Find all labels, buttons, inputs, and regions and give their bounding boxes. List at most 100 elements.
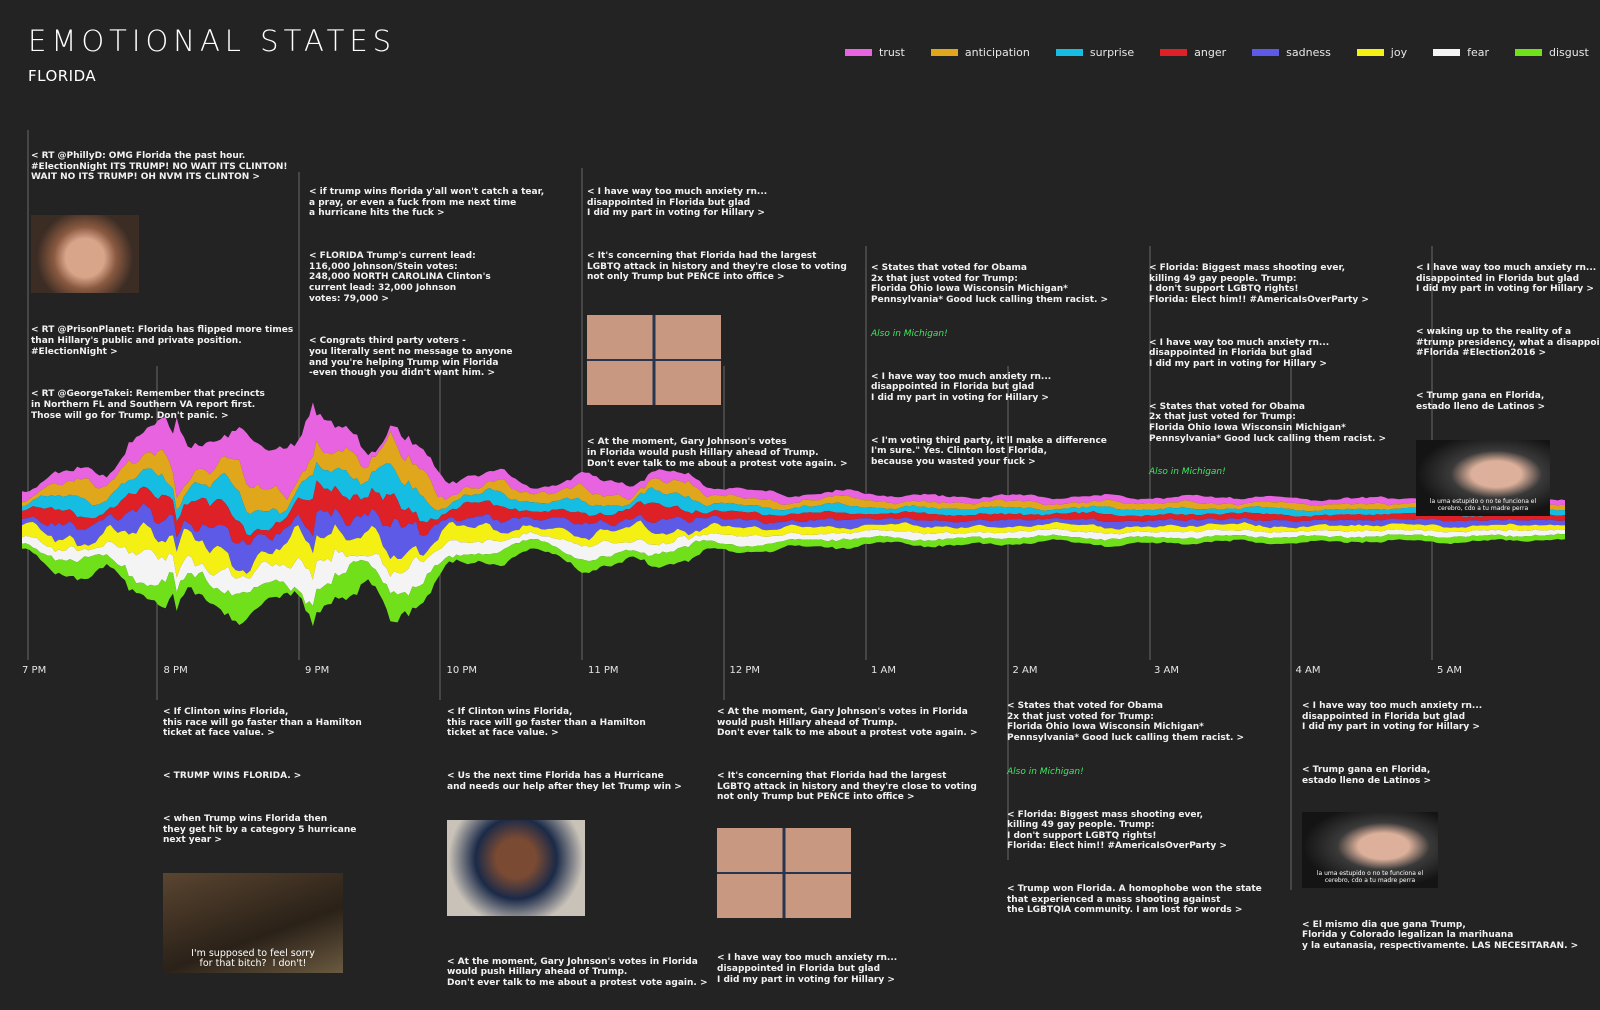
- tweet[interactable]: < At the moment, Gary Johnson's votes in…: [447, 956, 708, 988]
- legend-swatch: [845, 49, 872, 56]
- tweet[interactable]: < States that voted for Obama 2x that ju…: [1007, 701, 1245, 743]
- legend-label: sadness: [1286, 46, 1331, 59]
- tweet[interactable]: < Congrats third party voters - you lite…: [309, 336, 513, 379]
- tweet-column-top-6: < I have way too much anxiety rn... disa…: [1416, 242, 1600, 537]
- x-tick-label: 9 PM: [305, 665, 329, 676]
- legend-item-surprise[interactable]: surprise: [1055, 46, 1135, 59]
- x-tick-label: 12 PM: [730, 665, 761, 676]
- tweet[interactable]: < Us the next time Florida has a Hurrica…: [447, 771, 682, 792]
- tweet[interactable]: < I have way too much anxiety rn... disa…: [871, 371, 1052, 403]
- legend-item-anger[interactable]: anger: [1160, 46, 1226, 59]
- tweet[interactable]: < It's concerning that Florida had the l…: [587, 251, 847, 283]
- page-title: EMOTIONAL STATES: [28, 24, 397, 58]
- x-tick-label: 5 AM: [1437, 665, 1462, 676]
- legend-item-trust[interactable]: trust: [845, 46, 905, 59]
- stream-layer-joy: [22, 520, 1565, 580]
- tweet[interactable]: < I have way too much anxiety rn... disa…: [587, 187, 768, 219]
- tweet[interactable]: < I'm voting third party, it'll make a d…: [871, 435, 1107, 467]
- tweet[interactable]: < Trump gana en Florida, estado lleno de…: [1302, 765, 1432, 786]
- legend: trust anticipation surprise anger sadnes…: [845, 46, 1600, 59]
- tweet[interactable]: < Trump gana en Florida, estado lleno de…: [1416, 391, 1546, 412]
- reaction-gif[interactable]: la uma estupido o no te funciona el cere…: [1302, 811, 1438, 888]
- tweet[interactable]: < waking up to the reality of a #trump p…: [1416, 327, 1600, 359]
- x-axis-ticks: 7 PM 8 PM 9 PM 10 PM 11 PM 12 PM 1 AM 2 AM 3 AM 4…: [22, 665, 1462, 676]
- legend-label: anticipation: [964, 46, 1030, 59]
- tweet[interactable]: < TRUMP WINS FLORIDA. >: [163, 771, 302, 782]
- legend-swatch: [1160, 49, 1188, 56]
- tweet[interactable]: < It's concerning that Florida had the l…: [717, 771, 977, 803]
- tweet-column-top-2: < if trump wins florida y'all won't catc…: [309, 166, 544, 400]
- tweet-column-bottom-4: < States that voted for Obama 2x that ju…: [1007, 680, 1262, 937]
- tweet-column-top-5: < Florida: Biggest mass shooting ever, k…: [1149, 242, 1386, 499]
- tweet-column-bottom-2: < If Clinton wins Florida, this race wil…: [447, 686, 708, 1010]
- tweet[interactable]: < RT @PhillyD: OMG Florida the past hour…: [31, 151, 288, 183]
- legend-label: trust: [879, 46, 905, 59]
- reaction-gif[interactable]: la uma estupido o no te funciona el cere…: [1416, 439, 1550, 516]
- stream-layer-sadness: [22, 503, 1565, 574]
- reaction-gif[interactable]: [31, 215, 139, 294]
- legend-swatch: [1515, 49, 1542, 56]
- state-label: FLORIDA: [28, 67, 97, 85]
- tweet-note: Also in Michigan!: [1007, 766, 1084, 777]
- tweet[interactable]: < I have way too much anxiety rn... disa…: [717, 953, 898, 985]
- stream-layers: [22, 402, 1565, 627]
- x-tick-label: 8 PM: [164, 665, 188, 676]
- tweet-column-bottom-1: < If Clinton wins Florida, this race wil…: [163, 686, 362, 995]
- x-tick-label: 10 PM: [447, 665, 478, 676]
- reaction-gif[interactable]: [717, 828, 851, 919]
- x-tick-label: 4 AM: [1296, 665, 1321, 676]
- tweet-note: Also in Michigan!: [871, 328, 948, 339]
- reaction-gif[interactable]: I'm supposed to feel sorry for that bitc…: [163, 872, 343, 973]
- tweet[interactable]: < if trump wins florida y'all won't catc…: [309, 187, 545, 219]
- legend-label: joy: [1390, 46, 1408, 59]
- x-tick-label: 2 AM: [1013, 665, 1038, 676]
- tweet[interactable]: < States that voted for Obama 2x that ju…: [871, 263, 1109, 305]
- legend-swatch: [1252, 49, 1280, 56]
- legend-swatch: [1055, 49, 1083, 56]
- tweet[interactable]: < when Trump wins Florida then they get …: [163, 813, 357, 846]
- reaction-gif[interactable]: [587, 315, 721, 406]
- tweet[interactable]: < Florida: Biggest mass shooting ever, k…: [1149, 263, 1369, 305]
- legend-item-disgust[interactable]: disgust: [1515, 46, 1589, 59]
- stream-layer-disgust: [22, 533, 1565, 627]
- x-tick-label: 3 AM: [1154, 665, 1179, 676]
- tweet[interactable]: < At the moment, Gary Johnson's votes in…: [587, 437, 848, 469]
- stream-layer-fear: [22, 528, 1565, 606]
- tweet[interactable]: < If Clinton wins Florida, this race wil…: [163, 707, 362, 739]
- tweet[interactable]: < I have way too much anxiety rn... disa…: [1416, 263, 1597, 295]
- tweet[interactable]: < If Clinton wins Florida, this race wil…: [447, 707, 646, 739]
- legend-swatch: [1356, 49, 1384, 56]
- legend-item-sadness[interactable]: sadness: [1252, 46, 1331, 59]
- legend-item-joy[interactable]: joy: [1356, 46, 1408, 59]
- legend-item-fear[interactable]: fear: [1433, 46, 1489, 59]
- x-tick-label: 11 PM: [588, 665, 619, 676]
- tweet[interactable]: < At the moment, Gary Johnson's votes in…: [717, 707, 978, 739]
- tweet-column-top-3: < I have way too much anxiety rn... disa…: [587, 166, 848, 491]
- tweet[interactable]: < Trump won Florida. A homophobe won the…: [1007, 884, 1262, 916]
- gif-caption: la uma estupido o no te funciona el cere…: [1429, 497, 1537, 512]
- legend-label: anger: [1194, 46, 1227, 59]
- legend-label: surprise: [1089, 46, 1135, 59]
- tweet[interactable]: < Florida: Biggest mass shooting ever, k…: [1007, 809, 1227, 852]
- tweet[interactable]: < RT @GeorgeTakei: Remember that precinc…: [31, 389, 265, 421]
- legend-swatch: [930, 49, 958, 56]
- reaction-gif[interactable]: [447, 819, 585, 916]
- tweet-note: Also in Michigan!: [1149, 467, 1226, 478]
- legend-label: disgust: [1549, 46, 1589, 59]
- tweet-column-bottom-5: < I have way too much anxiety rn... disa…: [1302, 680, 1578, 973]
- gif-caption: I'm supposed to feel sorry for that bitc…: [191, 947, 315, 969]
- tweet[interactable]: < El mismo dia que gana Trump, Florida y…: [1302, 919, 1579, 951]
- tweet-column-top-4: < States that voted for Obama 2x that ju…: [871, 242, 1108, 489]
- tweet[interactable]: < I have way too much anxiety rn... disa…: [1149, 337, 1330, 369]
- stream-layer-anger: [22, 480, 1565, 545]
- gif-caption: la uma estupido o no te funciona el cere…: [1316, 869, 1424, 884]
- legend-item-anticipation[interactable]: anticipation: [930, 46, 1030, 59]
- legend-swatch: [1433, 49, 1461, 56]
- tweet-column-top-1: < RT @PhillyD: OMG Florida the past hour…: [31, 130, 293, 443]
- tweet[interactable]: < I have way too much anxiety rn... disa…: [1302, 701, 1483, 733]
- tweet[interactable]: < FLORIDA Trump's current lead: 116,000 …: [309, 251, 491, 304]
- tweet[interactable]: < States that voted for Obama 2x that ju…: [1149, 401, 1387, 444]
- streamgraph-chart: 7 PM 8 PM 9 PM 10 PM 11 PM 12 PM 1 AM 2 AM 3 AM 4…: [22, 130, 1565, 890]
- x-tick-label: 1 AM: [871, 665, 896, 676]
- tweet[interactable]: < RT @PrisonPlanet: Florida has flipped …: [31, 325, 294, 357]
